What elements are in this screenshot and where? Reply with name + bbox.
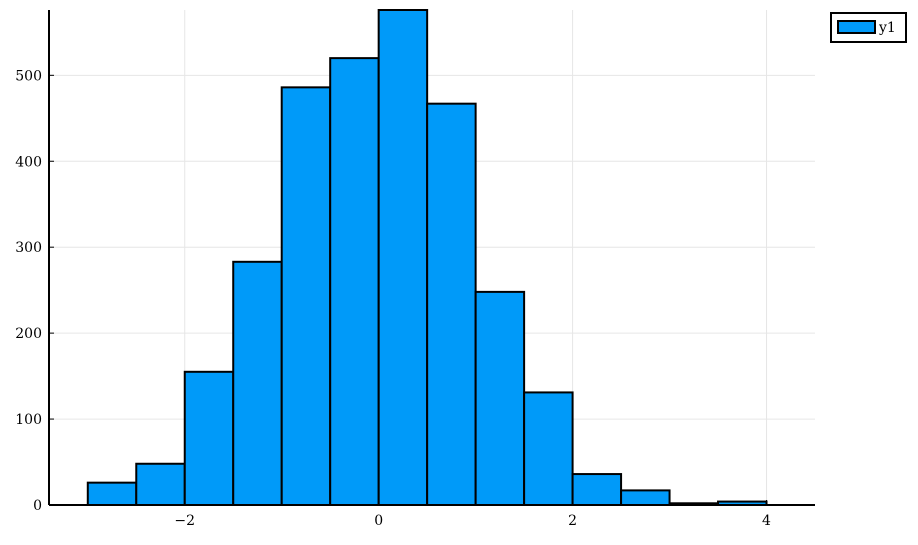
axes-layer (48, 10, 815, 506)
legend-swatch (837, 20, 876, 34)
legend-label: y1 (878, 20, 896, 36)
y-tick-label: 0 (33, 498, 42, 514)
ticks-layer: −2 0 2 4 0 100 200 300 400 500 (15, 68, 771, 529)
legend: y1 (830, 12, 907, 43)
histogram-bar (329, 57, 380, 506)
x-tick-label: −2 (174, 513, 195, 529)
histogram-bar (620, 489, 671, 506)
x-tick-label: 0 (374, 513, 383, 529)
x-tick-label: 2 (568, 513, 577, 529)
histogram-bar (377, 9, 429, 506)
histogram-bar (571, 473, 623, 506)
histogram-bar (183, 370, 235, 506)
bars-layer (86, 9, 768, 506)
histogram-bar (474, 290, 526, 506)
histogram-bar (523, 391, 574, 506)
y-tick-label: 400 (15, 154, 42, 170)
histogram-bar (232, 260, 283, 506)
histogram-bar (280, 86, 332, 506)
x-tick-label: 4 (762, 513, 771, 529)
histogram-bar (426, 102, 477, 506)
y-tick-label: 100 (15, 412, 42, 428)
histogram-bar (86, 481, 138, 506)
y-tick-label: 300 (15, 240, 42, 256)
histogram-bar (135, 462, 186, 506)
y-tick-label: 500 (15, 68, 42, 84)
y-tick-label: 200 (15, 326, 42, 342)
